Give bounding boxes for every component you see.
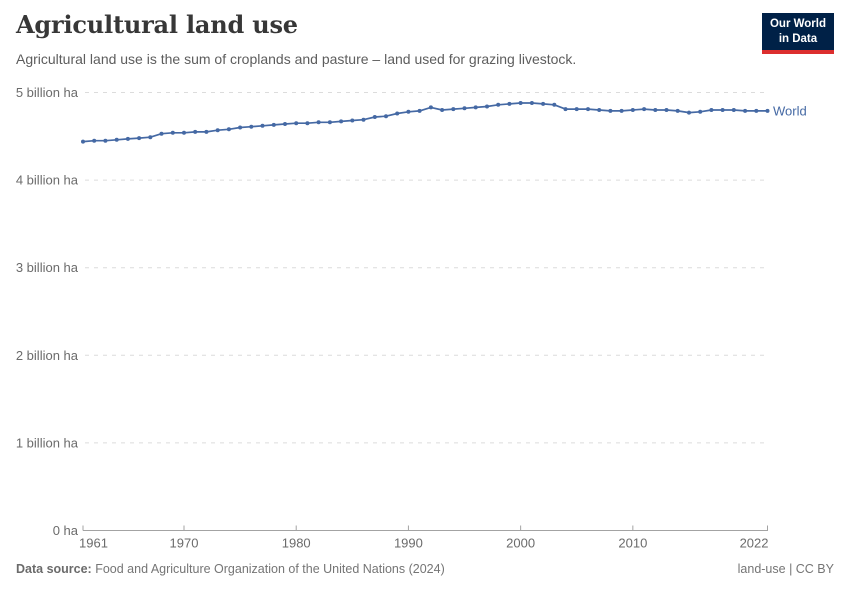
data-point[interactable] (249, 124, 254, 129)
data-point[interactable] (103, 138, 108, 143)
y-axis-label: 4 billion ha (16, 173, 79, 188)
y-axis-label: 1 billion ha (16, 435, 79, 450)
data-point[interactable] (743, 108, 748, 113)
data-point[interactable] (283, 122, 287, 126)
data-point[interactable] (529, 101, 534, 105)
x-axis-label: 2010 (618, 536, 647, 551)
y-axis-label: 2 billion ha (16, 348, 79, 363)
data-point[interactable] (92, 138, 97, 143)
data-point[interactable] (182, 130, 186, 135)
x-axis-label: 1980 (282, 536, 311, 551)
data-point[interactable] (541, 101, 546, 106)
data-point[interactable] (215, 128, 220, 133)
data-point[interactable] (428, 105, 433, 110)
data-point[interactable] (170, 130, 175, 135)
data-point[interactable] (518, 101, 523, 105)
data-point[interactable] (597, 108, 602, 112)
data-point[interactable] (271, 122, 276, 127)
data-point[interactable] (630, 108, 635, 112)
data-point[interactable] (327, 120, 332, 125)
data-point[interactable] (473, 105, 478, 110)
data-point[interactable] (159, 131, 164, 136)
x-axis-label: 2000 (506, 536, 535, 551)
x-axis-label: 1990 (394, 536, 423, 551)
data-point[interactable] (451, 107, 456, 112)
data-point[interactable] (339, 119, 344, 124)
data-point[interactable] (204, 129, 209, 134)
x-axis-label: 2022 (740, 536, 769, 551)
data-point[interactable] (653, 108, 658, 112)
data-point[interactable] (137, 136, 142, 141)
data-point[interactable] (417, 108, 422, 113)
data-point[interactable] (114, 137, 119, 142)
data-point[interactable] (642, 107, 647, 112)
data-point[interactable] (384, 114, 388, 119)
data-point[interactable] (608, 108, 613, 113)
data-point[interactable] (305, 121, 310, 126)
data-point[interactable] (485, 104, 489, 109)
data-point[interactable] (81, 139, 85, 144)
data-point[interactable] (372, 115, 377, 119)
x-axis-label: 1970 (170, 536, 199, 551)
y-axis-label: 5 billion ha (16, 85, 79, 100)
data-point[interactable] (260, 123, 265, 128)
data-point[interactable] (731, 108, 736, 112)
data-point[interactable] (507, 101, 512, 106)
data-point[interactable] (316, 120, 321, 125)
data-point[interactable] (350, 118, 355, 123)
data-point[interactable] (238, 125, 243, 130)
data-point[interactable] (698, 109, 703, 114)
page-title: Agricultural land use (16, 10, 298, 39)
chart-subtitle: Agricultural land use is the sum of crop… (16, 51, 577, 67)
data-point[interactable] (361, 117, 366, 122)
y-axis-label: 0 ha (53, 523, 79, 538)
data-point[interactable] (226, 127, 231, 132)
data-point[interactable] (552, 102, 557, 107)
data-point[interactable] (720, 108, 725, 112)
data-point[interactable] (125, 136, 130, 141)
data-point[interactable] (395, 111, 400, 116)
data-point[interactable] (440, 108, 445, 112)
license-link[interactable]: land-use | CC BY (737, 562, 834, 576)
data-point[interactable] (574, 107, 579, 112)
data-point[interactable] (148, 135, 153, 140)
x-axis-label: 1961 (79, 536, 108, 551)
data-source-label: Data source: (16, 562, 92, 576)
data-point[interactable] (687, 110, 691, 115)
data-point[interactable] (496, 102, 501, 107)
owid-logo[interactable]: Our World in Data (761, 13, 834, 54)
data-point[interactable] (675, 108, 680, 113)
data-point[interactable] (664, 108, 669, 112)
data-source-note: Data source: Food and Agriculture Organi… (16, 562, 445, 576)
owid-logo-line1: Our World (769, 18, 826, 30)
data-point[interactable] (294, 121, 299, 126)
owid-logo-line2: in Data (778, 32, 818, 45)
data-point[interactable] (765, 108, 770, 113)
data-point[interactable] (754, 108, 759, 113)
series-line-world[interactable] (82, 102, 769, 143)
data-point[interactable] (193, 129, 198, 134)
series-label-world[interactable]: World (773, 103, 807, 118)
data-source-value: Food and Agriculture Organization of the… (95, 562, 445, 576)
data-point[interactable] (619, 108, 624, 113)
data-point[interactable] (563, 107, 568, 112)
data-point[interactable] (709, 108, 714, 112)
y-axis-label: 3 billion ha (16, 260, 79, 275)
data-point[interactable] (406, 109, 411, 114)
data-point[interactable] (462, 106, 467, 111)
chart-footer: Data source: Food and Agriculture Organi… (16, 562, 834, 576)
data-point[interactable] (586, 107, 590, 112)
